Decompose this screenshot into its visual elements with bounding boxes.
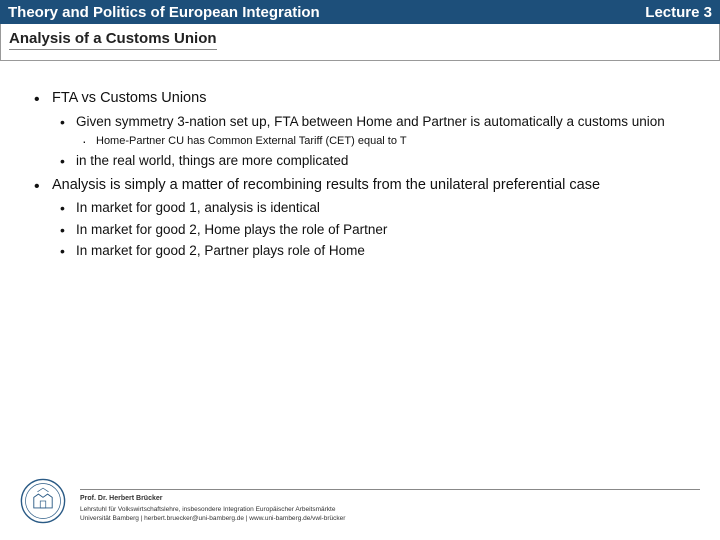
subheader-bar: Analysis of a Customs Union <box>0 24 720 61</box>
course-title: Theory and Politics of European Integrat… <box>8 4 320 21</box>
bullet-l3: Home-Partner CU has Common External Tari… <box>76 134 694 149</box>
footer: Prof. Dr. Herbert Brücker Lehrstuhl für … <box>20 478 700 524</box>
bullet-l2: In market for good 1, analysis is identi… <box>52 199 694 217</box>
bullet-l2: in the real world, things are more compl… <box>52 152 694 170</box>
bullet-l2: In market for good 2, Partner plays role… <box>52 242 694 260</box>
slide-title: Analysis of a Customs Union <box>9 30 217 50</box>
slide-content: FTA vs Customs Unions Given symmetry 3-n… <box>0 61 720 260</box>
bullet-text: Analysis is simply a matter of recombini… <box>52 177 600 193</box>
university-seal-icon <box>20 478 66 524</box>
footer-name: Prof. Dr. Herbert Brücker <box>80 494 700 505</box>
bullet-text: in the real world, things are more compl… <box>76 153 348 168</box>
bullet-text: In market for good 2, Partner plays role… <box>76 243 365 258</box>
bullet-text: FTA vs Customs Unions <box>52 90 206 106</box>
bullet-text: In market for good 2, Home plays the rol… <box>76 222 387 237</box>
header-bar: Theory and Politics of European Integrat… <box>0 0 720 24</box>
bullet-l2: Given symmetry 3-nation set up, FTA betw… <box>52 113 694 149</box>
footer-contact: Universität Bamberg | herbert.bruecker@u… <box>80 514 700 524</box>
bullet-text: In market for good 1, analysis is identi… <box>76 200 320 215</box>
footer-text: Prof. Dr. Herbert Brücker Lehrstuhl für … <box>80 489 700 524</box>
bullet-l2: In market for good 2, Home plays the rol… <box>52 221 694 239</box>
bullet-text: Given symmetry 3-nation set up, FTA betw… <box>76 114 665 129</box>
lecture-number: Lecture 3 <box>645 4 712 21</box>
bullet-text: Home-Partner CU has Common External Tari… <box>96 135 407 147</box>
bullet-l1: Analysis is simply a matter of recombini… <box>28 176 694 260</box>
bullet-l1: FTA vs Customs Unions Given symmetry 3-n… <box>28 89 694 170</box>
footer-affiliation: Lehrstuhl für Volkswirtschaftslehre, ins… <box>80 505 700 515</box>
